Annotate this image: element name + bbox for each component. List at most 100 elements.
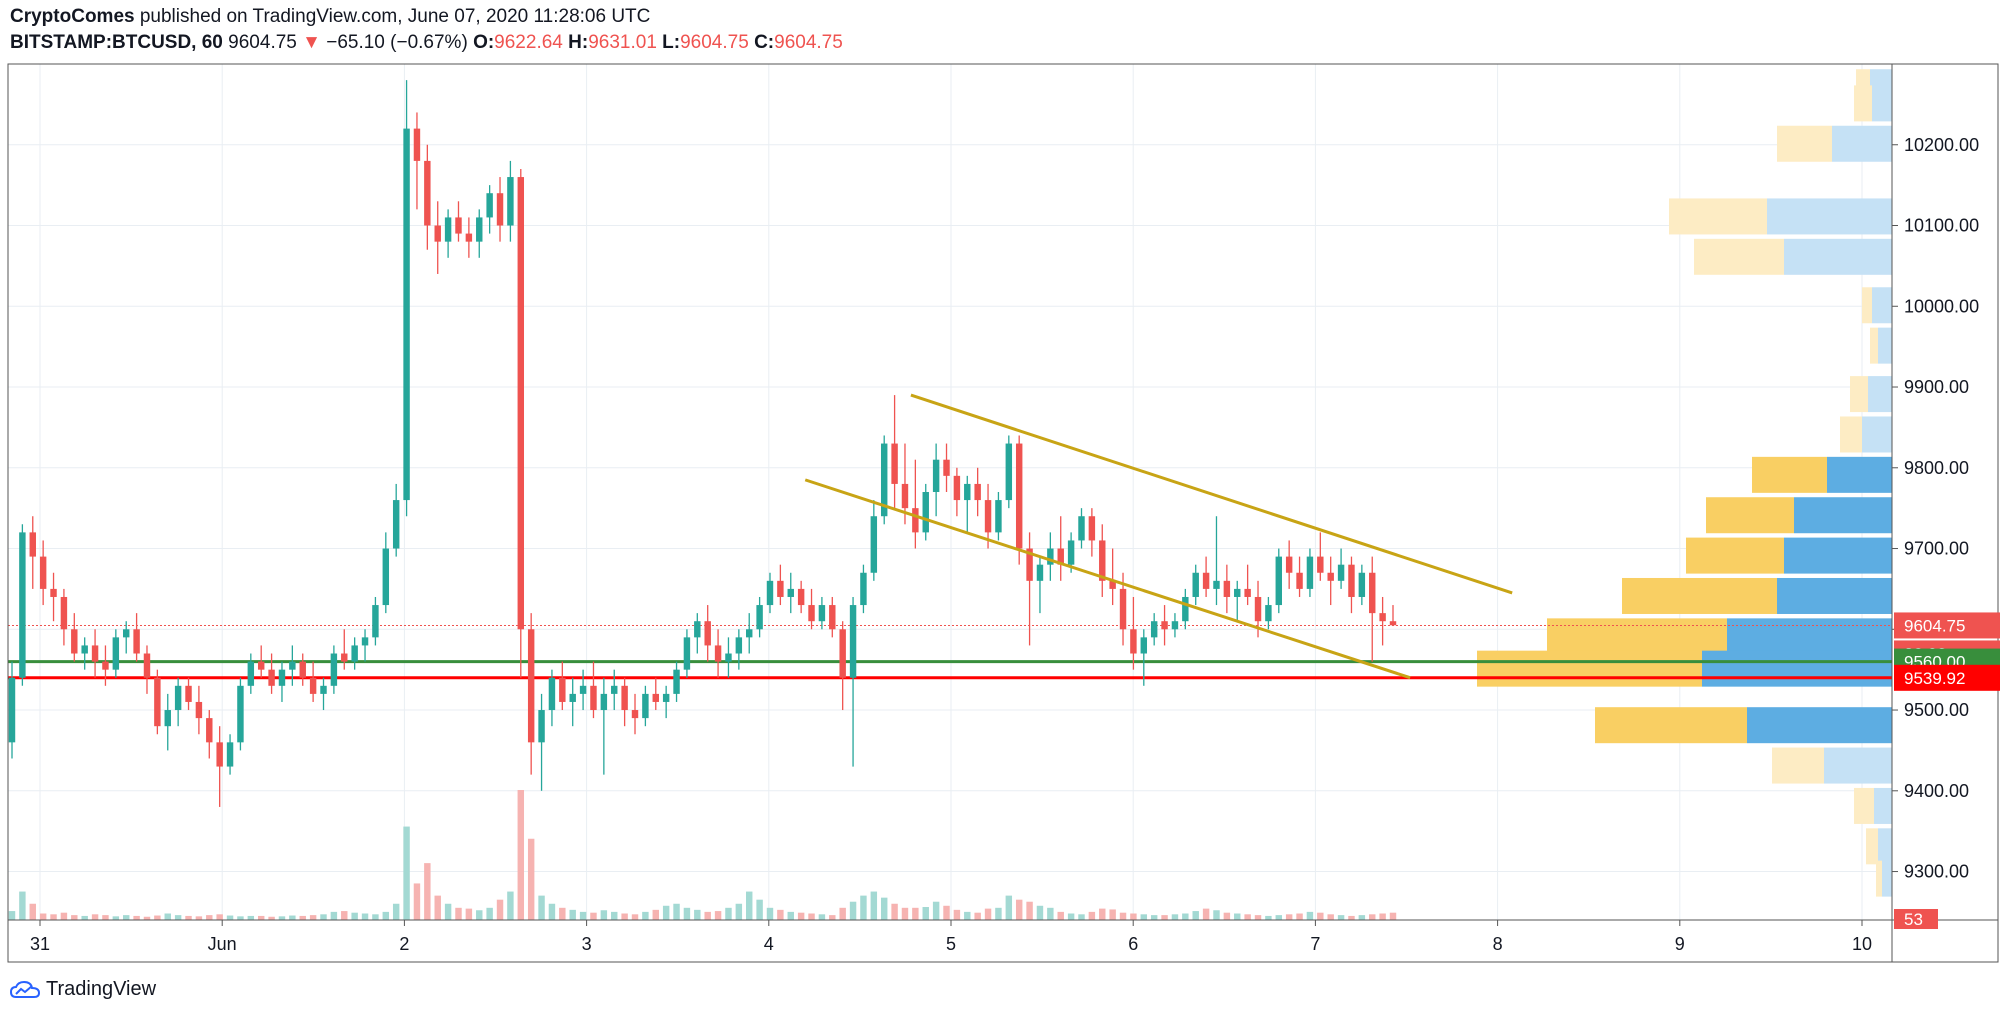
volume-bar xyxy=(704,911,711,920)
volume-bar xyxy=(621,913,628,920)
volume-bar xyxy=(102,915,109,920)
volume-bar xyxy=(797,912,805,920)
candle-body xyxy=(569,693,576,702)
volume-bars xyxy=(8,790,1397,920)
descending-channel[interactable] xyxy=(804,393,1513,680)
candle-body xyxy=(185,685,192,702)
candle-body xyxy=(1306,556,1314,589)
candle-body xyxy=(590,685,597,711)
candle-body xyxy=(901,483,909,509)
volume-bar xyxy=(174,915,182,920)
candle-body xyxy=(808,605,815,622)
last-price-tag: 9604.75 xyxy=(1904,616,1965,635)
candle-body xyxy=(912,508,919,533)
last-price-tag-bg xyxy=(1894,612,2000,639)
time-tick-label: 9 xyxy=(1675,934,1685,954)
candle-body xyxy=(1036,564,1044,581)
candle-body xyxy=(559,677,566,702)
volume-bar xyxy=(611,911,618,920)
candle-body xyxy=(341,653,348,662)
candle-body xyxy=(496,193,504,226)
profile-bar-down xyxy=(1840,416,1862,453)
profile-bar-up xyxy=(1784,238,1892,275)
author-name[interactable]: CryptoComes xyxy=(10,6,135,27)
level-tag-red-bg xyxy=(1894,664,2000,691)
candle-body xyxy=(216,742,223,767)
volume-bar xyxy=(901,907,909,920)
volume-bar xyxy=(683,907,691,920)
volume-bar xyxy=(50,914,57,920)
profile-bar-down xyxy=(1866,828,1878,865)
volume-bar xyxy=(1047,907,1054,920)
candle-body xyxy=(1213,580,1220,589)
candle-body xyxy=(19,532,26,678)
volume-bar xyxy=(476,910,483,920)
price-tick-label: 9400.00 xyxy=(1904,781,1969,801)
candle-body xyxy=(891,443,898,484)
volume-bar xyxy=(164,913,171,920)
profile-bar-down xyxy=(1622,577,1777,614)
profile-bar-up xyxy=(1747,707,1892,744)
volume-bar xyxy=(974,912,981,920)
candle-body xyxy=(112,637,120,670)
volume-bar xyxy=(527,838,535,920)
volume-bar xyxy=(71,915,78,920)
down-arrow-icon: ▼ xyxy=(302,32,321,53)
candle-body xyxy=(226,742,234,767)
volume-bar xyxy=(91,914,99,920)
candle-body xyxy=(154,677,161,727)
volume-profile xyxy=(1477,69,1892,897)
volume-bar xyxy=(777,909,784,920)
candle-body xyxy=(662,693,670,702)
time-tick-label: 8 xyxy=(1493,934,1503,954)
volume-bar xyxy=(185,915,192,920)
candle-body xyxy=(642,693,649,719)
candle-body xyxy=(964,483,971,501)
close-value: 9604.75 xyxy=(774,32,843,53)
candle-body xyxy=(725,653,732,662)
profile-bar-down xyxy=(1850,376,1868,413)
candle-body xyxy=(1234,588,1241,597)
candle-body xyxy=(1150,621,1158,638)
price-tick-label: 9500.00 xyxy=(1904,700,1969,720)
volume-bar xyxy=(1337,915,1345,920)
volume-bar xyxy=(912,907,919,920)
profile-bar-down xyxy=(1772,747,1824,784)
chart-frame xyxy=(7,63,1999,963)
volume-bar xyxy=(60,912,68,920)
time-axis[interactable]: 31 Jun 2 3 4 5 6 7 8 9 10 xyxy=(30,920,1872,954)
volume-bar xyxy=(382,911,390,920)
time-tick-label: 6 xyxy=(1128,934,1138,954)
candle-body xyxy=(797,588,805,606)
candle-body xyxy=(870,516,878,573)
symbol-label[interactable]: BITSTAMP:BTCUSD, 60 xyxy=(10,32,223,53)
candle-body xyxy=(486,193,493,218)
ohlc-legend: BITSTAMP:BTCUSD, 60 9604.75 ▼ −65.10 (−0… xyxy=(10,32,843,54)
candle-body xyxy=(631,710,639,719)
tradingview-logo[interactable]: TradingView xyxy=(10,978,156,1001)
candle-body xyxy=(1161,621,1168,630)
candle-body xyxy=(694,621,701,638)
candle-body xyxy=(122,629,130,638)
profile-bar-down xyxy=(1870,327,1878,364)
candle-body xyxy=(1254,596,1262,622)
profile-bar-down xyxy=(1595,707,1747,744)
candle-body xyxy=(382,548,390,606)
profile-bar-up xyxy=(1702,650,1892,687)
volume-bar xyxy=(278,916,286,920)
profile-bar-down xyxy=(1752,456,1827,493)
volume-bar xyxy=(559,907,566,920)
price-axis[interactable]: 9300.009400.009500.009600.009700.009800.… xyxy=(1892,135,1979,882)
volume-bar xyxy=(860,895,867,920)
volume-bar xyxy=(694,909,701,920)
volume-bar xyxy=(932,901,940,920)
volume-bar xyxy=(1099,908,1106,920)
candle-body xyxy=(1285,556,1293,573)
candle-body xyxy=(1337,564,1345,581)
candle-body xyxy=(1109,580,1116,589)
volume-bar xyxy=(320,914,327,920)
volume-bar xyxy=(133,915,140,920)
candle-body xyxy=(403,128,410,501)
volume-bar xyxy=(29,903,36,920)
